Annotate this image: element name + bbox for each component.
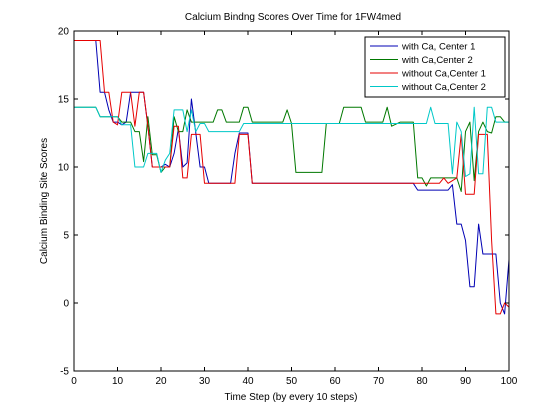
x-tick-label: 30 — [199, 376, 211, 387]
x-tick-label: 100 — [501, 376, 518, 387]
x-axis-label: Time Step (by every 10 steps) — [224, 392, 357, 403]
legend-label-1: with Ca, Center 1 — [401, 42, 475, 53]
legend-label-4: without Ca,Center 2 — [401, 82, 486, 93]
legend: with Ca, Center 1 with Ca,Center 2 without… — [364, 36, 506, 98]
x-tick-label: 0 — [71, 376, 77, 387]
chart-title: Calcium Bindng Scores Over Time for 1FW4… — [185, 12, 401, 23]
series-line-3 — [74, 40, 510, 315]
series-line-4 — [74, 106, 509, 177]
x-tick-label: 70 — [373, 376, 385, 387]
x-tick-label: 90 — [460, 376, 472, 387]
y-tick-label: 0 — [63, 299, 69, 310]
x-tick-label: 50 — [286, 376, 298, 387]
x-tick-label: 10 — [112, 376, 124, 387]
y-tick-label: 10 — [58, 163, 70, 174]
y-tick-label: 20 — [58, 27, 70, 38]
y-tick-label: 5 — [63, 231, 69, 242]
x-tick-label: 40 — [242, 376, 254, 387]
series-line-2 — [74, 106, 509, 192]
series-line-1 — [74, 40, 510, 315]
x-tick-label: 20 — [155, 376, 167, 387]
series-layer — [74, 40, 510, 315]
x-tick-label: 80 — [416, 376, 428, 387]
legend-label-3: without Ca,Center 1 — [401, 69, 486, 80]
y-tick-label: -5 — [60, 367, 69, 378]
x-tick-label: 60 — [329, 376, 341, 387]
y-tick-label: 15 — [58, 95, 70, 106]
y-axis-label: Calcium Binding Site Scores — [39, 138, 50, 264]
legend-label-2: with Ca,Center 2 — [401, 55, 473, 66]
